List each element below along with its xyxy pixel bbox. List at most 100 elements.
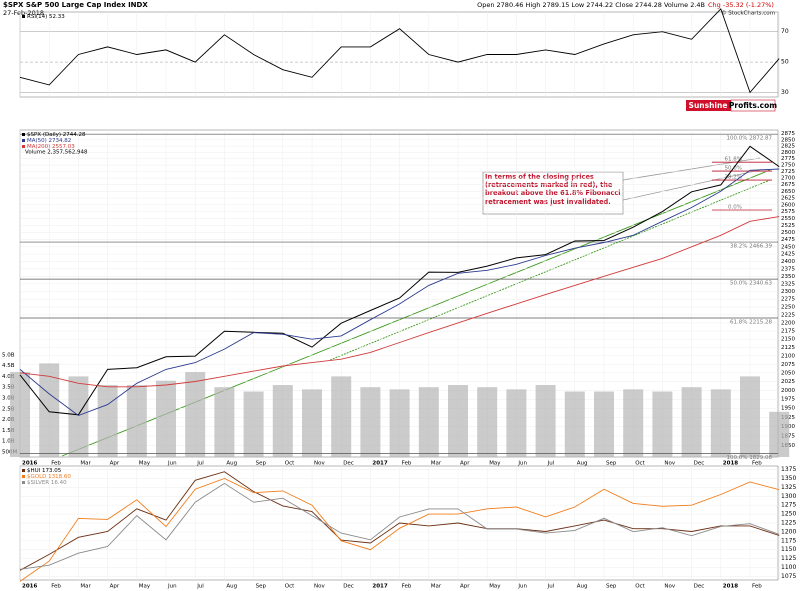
x-tick-label: Aug (226, 584, 237, 590)
y-tick-label: 1175 (781, 537, 796, 544)
fib-label: 100.0% 2872.87 (727, 136, 773, 142)
y-tick-label: 30 (781, 89, 789, 96)
series-line (19, 145, 780, 416)
y-tick-label: 2600 (781, 202, 795, 208)
x-tick-label: Mar (80, 461, 91, 467)
x-tick-label: Mar (431, 461, 442, 467)
volume-bar (39, 363, 60, 457)
legend-entry: Volume 2,357,562,948 (25, 150, 88, 156)
y-tick-label: 1325 (781, 484, 796, 491)
small-fib-label: 38.2% (725, 175, 742, 181)
small-fib-label: 0.0% (728, 204, 742, 210)
legend-entry: $SILVER 16.40 (27, 480, 67, 486)
series-line (19, 478, 780, 582)
small-fib-label: 61.8% (725, 157, 742, 163)
legend-swatch (22, 145, 25, 148)
annotation-box: In terms of the closing prices (retracem… (485, 173, 621, 206)
volume-bar (769, 411, 790, 457)
change: Chg -35.32 (-1.27%) (708, 1, 774, 9)
x-tick-label: Aug (577, 461, 588, 467)
x-tick-label: Sep (256, 461, 267, 467)
y-tick-label: 2650 (781, 189, 795, 195)
y-tick-label: 2825 (781, 144, 795, 150)
legend-swatch (22, 481, 25, 484)
x-tick-label: Nov (664, 584, 675, 590)
x-tick-label: Feb (752, 461, 762, 467)
x-tick-label: Dec (343, 461, 354, 467)
y-tick-label: 2150 (781, 337, 795, 343)
x-tick-label: May (489, 584, 501, 590)
volume-tick-label: 2.0B (2, 417, 15, 423)
x-tick-label: Mar (431, 584, 442, 590)
legend-swatch (22, 15, 25, 18)
x-tick-label: Dec (343, 584, 354, 590)
legend-entry: RSI(14) 52.33 (27, 14, 65, 20)
x-tick-label: Sep (606, 461, 617, 467)
y-tick-label: 2475 (781, 237, 795, 243)
x-tick-label: 2018 (723, 461, 738, 467)
x-tick-label: Oct (285, 461, 295, 467)
x-tick-label: Apr (460, 461, 470, 467)
x-tick-label: Feb (51, 584, 61, 590)
x-tick-label: Jul (547, 584, 555, 590)
legend-swatch (22, 469, 25, 472)
x-tick-label: Jul (196, 584, 204, 590)
x-tick-label: Oct (635, 461, 645, 467)
volume-tick-label: 4.0B (2, 374, 15, 380)
y-tick-label: 2525 (781, 223, 795, 229)
x-tick-label: Sep (256, 584, 267, 590)
x-tick-label: Jun (167, 461, 177, 467)
y-tick-label: 2050 (781, 370, 795, 376)
legend-entry: $GOLD 1318.60 (27, 474, 71, 480)
y-tick-label: 1350 (781, 475, 796, 482)
y-tick-label: 2275 (781, 297, 795, 303)
x-tick-label: Feb (752, 584, 762, 590)
fib-label: 61.8% 2215.28 (730, 320, 772, 326)
y-tick-label: 1225 (781, 520, 796, 527)
x-tick-label: Nov (664, 461, 675, 467)
y-tick-label: 2025 (781, 379, 795, 385)
series-line (19, 216, 780, 388)
y-tick-label: 1250 (781, 511, 796, 518)
volume-bar (97, 385, 118, 457)
volume-bar (564, 391, 585, 457)
y-tick-label: 2250 (781, 305, 795, 311)
volume-tick-label: 3.5B (2, 385, 15, 391)
volume-bar (10, 372, 30, 457)
volume-tick-label: 3.0B (2, 395, 15, 401)
y-tick-label: 2375 (781, 266, 795, 272)
y-tick-label: 2700 (781, 176, 795, 182)
x-tick-label: Oct (285, 584, 295, 590)
x-tick-label: Mar (80, 584, 91, 590)
rsi-frame (19, 11, 779, 98)
annotation: In terms of the closing prices (retracem… (485, 173, 621, 206)
y-tick-label: 1075 (781, 573, 796, 580)
x-tick-label: 2017 (372, 584, 387, 590)
fib-label: 38.2% 2466.39 (730, 244, 772, 250)
volume-bar (302, 389, 322, 457)
volume-bar (681, 387, 702, 457)
y-tick-label: 2350 (781, 274, 795, 280)
volume-bar (477, 387, 498, 457)
fib-label: 100.0% 1829.08 (727, 455, 773, 461)
x-tick-label: Apr (460, 584, 470, 590)
legend-entry: $SPX (Daily) 2744.28 (27, 132, 86, 138)
volume-bar (156, 380, 176, 457)
y-tick-label: 2850 (781, 137, 795, 143)
x-tick-label: Nov (314, 584, 325, 590)
y-tick-label: 1100 (781, 564, 796, 571)
x-tick-label: May (139, 584, 151, 590)
series-line (19, 168, 780, 417)
series-line (19, 8, 780, 94)
y-tick-label: 1125 (781, 555, 796, 562)
x-tick-label: Aug (226, 461, 237, 467)
y-tick-label: 1975 (781, 397, 795, 403)
quote: Open 2780.46 High 2789.15 Low 2744.22 Cl… (477, 1, 705, 9)
volume-bar (740, 376, 760, 457)
x-tick-label: Sep (606, 584, 617, 590)
x-tick-label: 2017 (372, 461, 387, 467)
y-tick-label: 2575 (781, 209, 795, 215)
source: © StockCharts.com (721, 10, 775, 17)
x-tick-label: Aug (577, 584, 588, 590)
